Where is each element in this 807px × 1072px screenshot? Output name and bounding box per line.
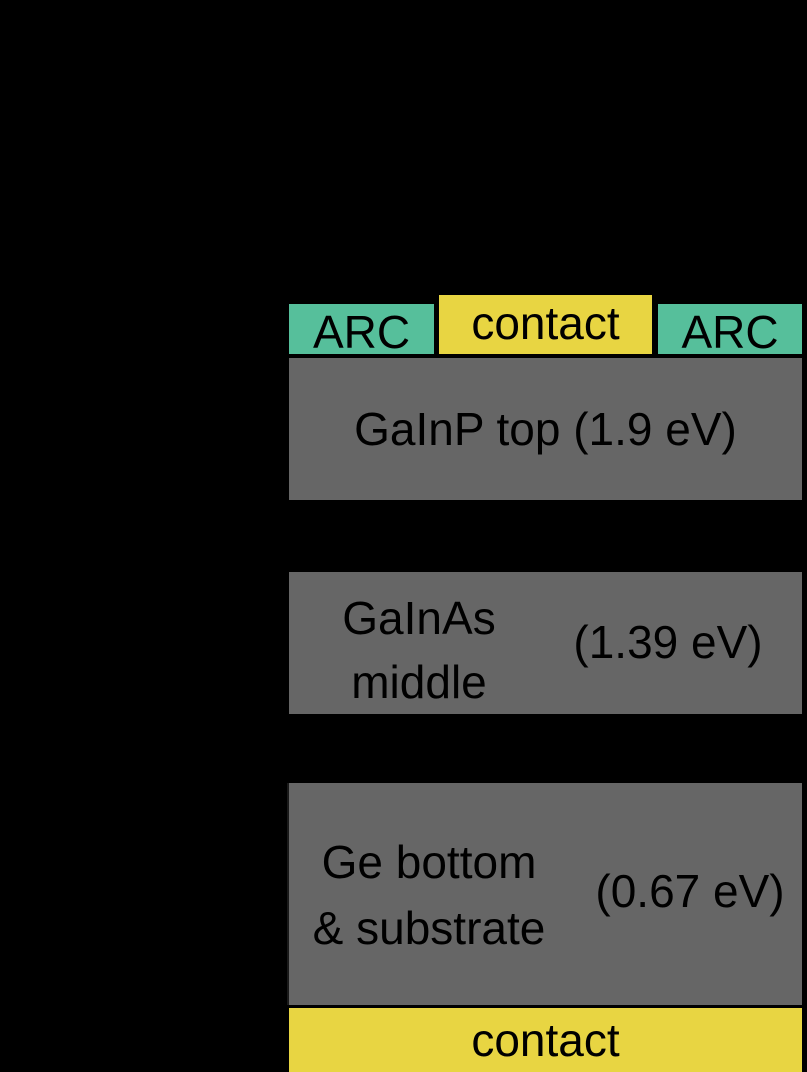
top-contact-layer: contact	[439, 295, 652, 354]
arc-left-layer: ARC	[289, 304, 434, 358]
middle-cell-bandgap: (1.39 eV)	[573, 616, 763, 668]
bottom-cell-name-line1: Ge bottom	[321, 836, 537, 888]
middle-cell-name-line2: middle	[351, 656, 487, 708]
bottom-cell-bandgap: (0.67 eV)	[595, 865, 785, 917]
bottom-cell-layer: Ge bottom & substrate (0.67 eV)	[287, 783, 802, 1005]
bottom-contact-label: contact	[471, 1014, 620, 1066]
arc-left-label: ARC	[312, 306, 411, 358]
middle-cell-name-line1: GaInAs	[342, 592, 496, 644]
arc-right-layer: ARC	[658, 304, 802, 358]
arc-right-label: ARC	[681, 306, 779, 358]
bottom-cell-name: Ge bottom & substrate	[289, 829, 569, 961]
top-cell-layer: GaInP top (1.9 eV)	[289, 358, 802, 500]
middle-cell-layer: GaInAs middle (1.39 eV)	[289, 572, 802, 714]
top-cell-label: GaInP top (1.9 eV)	[354, 403, 737, 455]
top-contact-label: contact	[471, 296, 620, 349]
middle-cell-name: GaInAs middle	[289, 586, 549, 714]
bottom-cell-name-line2: & substrate	[312, 902, 546, 954]
bottom-contact-layer: contact	[289, 1008, 802, 1072]
